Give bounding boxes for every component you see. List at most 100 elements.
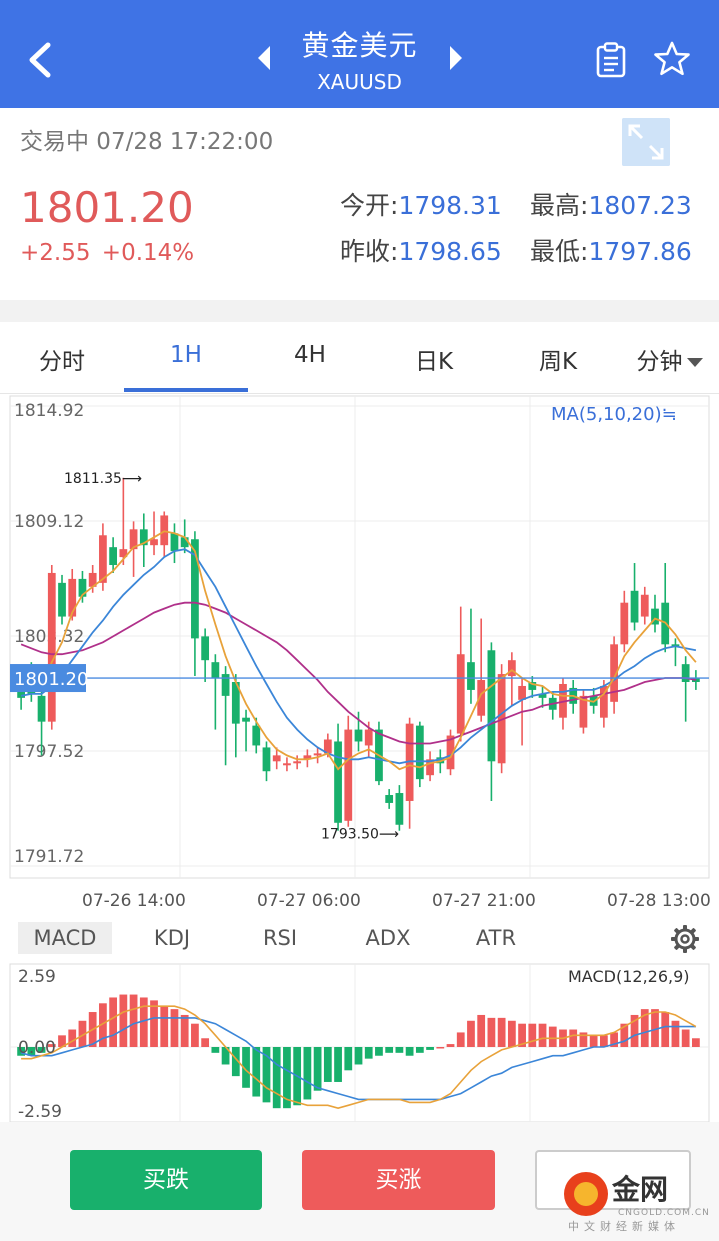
macd-histogram-bar <box>272 1047 281 1109</box>
gear-icon[interactable] <box>670 924 700 954</box>
macd-histogram-bar <box>630 1014 639 1047</box>
candle-body <box>211 662 220 679</box>
macd-y-tick-label: 0.00 <box>18 1038 56 1058</box>
macd-histogram-bar <box>671 1020 680 1047</box>
macd-histogram-bar <box>129 994 138 1047</box>
candle-body <box>78 578 87 597</box>
chart-frame <box>9 395 710 879</box>
next-icon[interactable] <box>448 44 464 72</box>
trading-status: 交易中 07/28 17:22:00 <box>20 129 274 155</box>
macd-histogram-bar <box>150 1000 158 1047</box>
macd-histogram-bar <box>692 1038 700 1047</box>
expand-icon[interactable] <box>622 118 670 166</box>
current-price-tag <box>10 664 86 693</box>
watermark-sub: CNGOLD.COM.CN <box>618 1208 710 1218</box>
macd-chart[interactable]: 2.59 0.00 -2.59 MACD(12,26,9) <box>0 914 719 1122</box>
candle-body <box>518 685 526 700</box>
candle-body <box>37 695 46 722</box>
candle-body <box>681 664 690 682</box>
macd-histogram-bar <box>242 1047 250 1088</box>
clipboard-icon[interactable] <box>594 42 628 78</box>
macd-histogram-bar <box>385 1047 394 1053</box>
candle-body <box>262 747 271 772</box>
candle-body <box>129 529 138 550</box>
macd-histogram-bar <box>47 1044 56 1047</box>
candle-body <box>477 680 486 716</box>
candle-body <box>191 539 199 639</box>
ma10-line <box>20 548 697 765</box>
tab-weekly[interactable]: 周K <box>538 349 578 375</box>
macd-histogram-bar <box>548 1026 557 1047</box>
ma20-line <box>20 601 697 745</box>
macd-histogram-bar <box>507 1020 516 1047</box>
watermark-logo: 金网 CNGOLD.COM.CN 中文财经新媒体 <box>560 1166 710 1236</box>
sell-button[interactable]: 买跌 <box>70 1150 262 1210</box>
macd-histogram-bar <box>599 1035 608 1047</box>
candlestick-chart[interactable]: 1814.921809.121803.321797.521791.721801.… <box>0 394 719 914</box>
tab-minute-dropdown[interactable]: 分钟 <box>620 342 719 376</box>
candle-body <box>579 695 588 728</box>
candle-body <box>344 729 353 821</box>
candle-body <box>507 660 516 677</box>
macd-dif-line <box>21 1005 697 1110</box>
macd-histogram-bar <box>528 1023 537 1047</box>
tab-1h[interactable]: 1H <box>170 342 202 368</box>
macd-histogram-bar <box>180 1014 189 1047</box>
macd-histogram-bar <box>344 1047 353 1071</box>
candle-body <box>354 729 363 742</box>
macd-histogram-bar <box>58 1035 66 1047</box>
tab-adx[interactable]: ADX <box>365 926 411 950</box>
open-field: 今开:1798.31 <box>340 186 502 222</box>
low-value: 1797.86 <box>588 237 692 266</box>
last-price: 1801.20 <box>20 183 194 232</box>
prev-icon[interactable] <box>256 44 272 72</box>
buy-button[interactable]: 买涨 <box>302 1150 495 1210</box>
candle-body <box>405 723 414 801</box>
macd-legend: MACD(12,26,9) <box>568 967 690 986</box>
candle-body <box>446 735 455 770</box>
macd-histogram-bar <box>262 1047 271 1103</box>
third-button[interactable] <box>535 1150 691 1210</box>
candle-body <box>620 602 629 645</box>
candle-body <box>497 674 506 764</box>
candle-body <box>538 693 547 698</box>
x-tick-label: 07-27 06:00 <box>257 891 361 911</box>
candle-body <box>139 529 148 546</box>
macd-histogram-bar <box>579 1032 588 1047</box>
indicator-tabs: MACD KDJ RSI ADX ATR <box>10 916 709 964</box>
candle-body <box>395 793 404 825</box>
tab-4h[interactable]: 4H <box>294 342 326 368</box>
candle-body <box>456 654 465 734</box>
macd-histogram-bar <box>651 1009 659 1047</box>
high-annotation: 1811.35⟶ <box>64 471 142 487</box>
tab-daily[interactable]: 日K <box>414 349 454 375</box>
macd-histogram-bar <box>446 1044 455 1047</box>
macd-histogram-bar <box>415 1047 424 1053</box>
candle-body <box>201 636 210 661</box>
tab-atr[interactable]: ATR <box>475 926 517 950</box>
candle-body <box>415 725 424 780</box>
tab-macd[interactable]: MACD <box>18 922 112 954</box>
macd-histogram-bar <box>170 1009 179 1047</box>
star-icon[interactable] <box>653 40 691 78</box>
macd-histogram-bar <box>497 1017 506 1047</box>
macd-histogram-bar <box>620 1023 629 1047</box>
macd-histogram-bar <box>681 1029 690 1047</box>
macd-histogram-bar <box>375 1047 383 1056</box>
candle-body <box>160 515 169 546</box>
timeframe-tabs: 分时 1H 4H 日K 周K 分钟 <box>0 322 719 394</box>
macd-histogram-bar <box>119 994 128 1047</box>
high-value: 1807.23 <box>588 191 692 220</box>
macd-histogram-bar <box>487 1017 496 1047</box>
candle-body <box>436 757 445 764</box>
low-label: 最低: <box>530 237 589 266</box>
candle-body <box>119 549 128 558</box>
back-icon[interactable] <box>26 42 54 78</box>
macd-histogram-bar <box>569 1029 578 1047</box>
tab-intraday[interactable]: 分时 <box>39 349 85 375</box>
candle-body <box>671 644 680 647</box>
macd-histogram-bar <box>17 1047 25 1056</box>
tab-kdj[interactable]: KDJ <box>153 926 191 950</box>
tab-rsi[interactable]: RSI <box>262 926 298 950</box>
macd-histogram-bar <box>456 1032 465 1047</box>
